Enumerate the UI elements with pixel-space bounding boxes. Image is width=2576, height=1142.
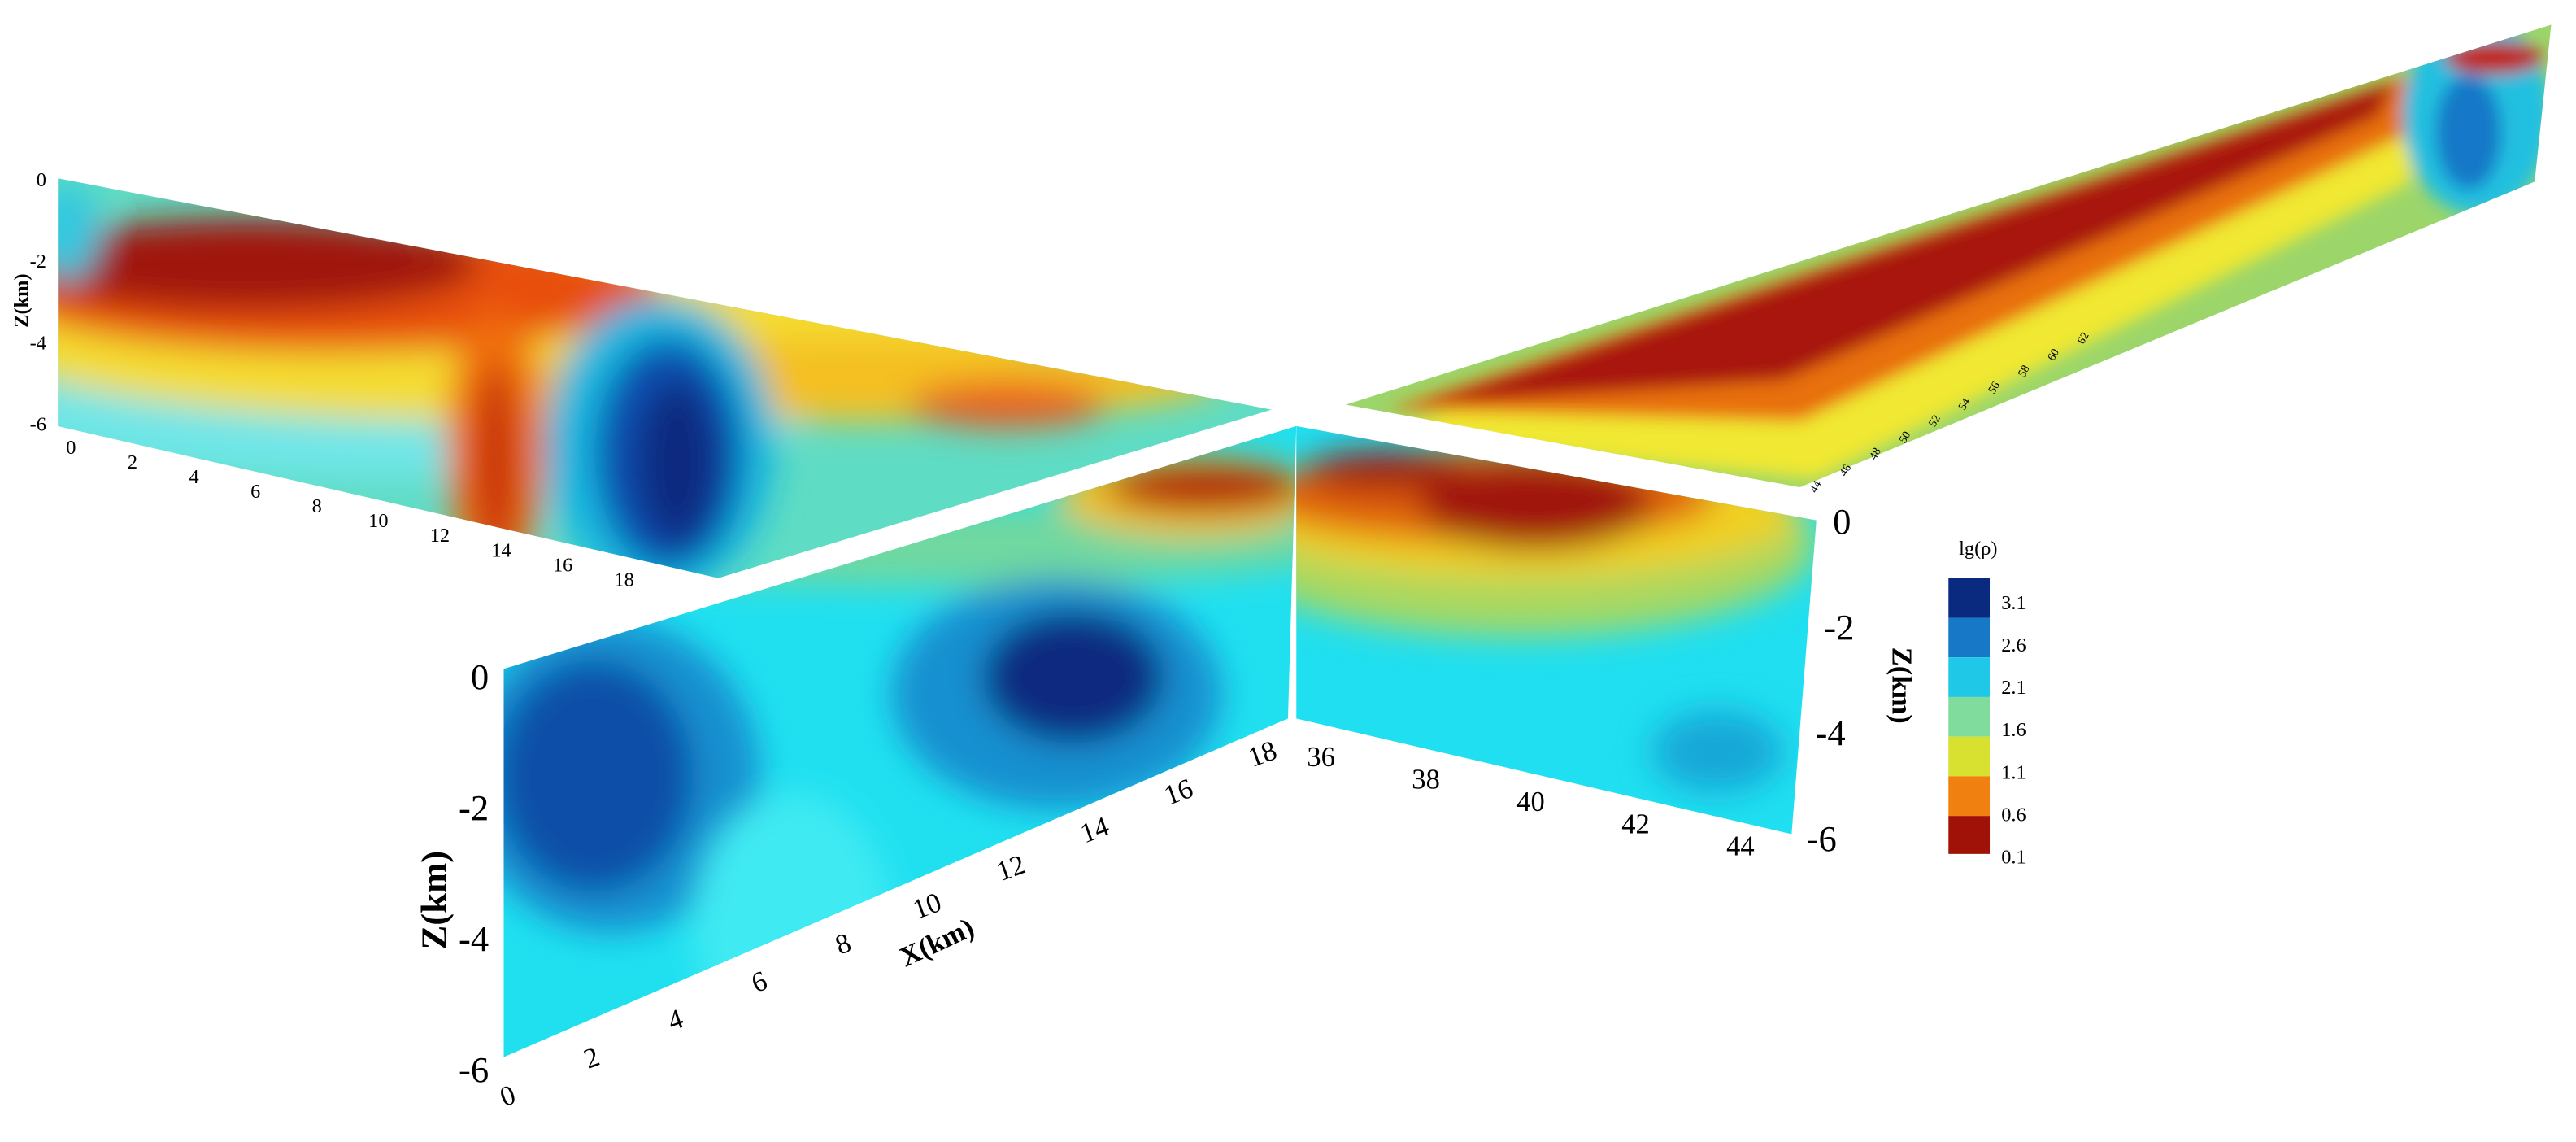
tick-label: 4 [664,1003,687,1037]
tick-label: -6 [1807,818,1837,859]
colorbar-title: lg(ρ) [1959,538,1997,560]
tick-label: 12 [430,525,450,547]
tick-label: 0 [37,169,46,191]
tick-label: 38 [1412,764,1440,795]
tick-label: 12 [992,849,1029,888]
tick-label: 2.6 [2001,634,2026,656]
tick-label: 52 [1926,412,1943,429]
tick-label: 48 [1867,446,1884,462]
axis-label: Z(km) [11,273,33,327]
tick-label: 62 [2075,330,2092,347]
tick-label: 2.1 [2001,677,2026,699]
tick-label: 16 [1160,773,1197,812]
axis-label: X(km) [895,912,979,973]
tick-label: 0 [471,656,489,697]
tick-label: 14 [1077,811,1113,850]
colorbar-swatch [1948,657,1991,697]
tick-label: 16 [553,554,572,576]
tick-label: 54 [1956,396,1973,412]
tick-label: 2 [580,1041,603,1075]
tick-label: 50 [1896,429,1913,446]
colorbar-swatch [1948,736,1991,777]
tick-label: 10 [908,887,945,926]
tick-label: 14 [491,539,511,561]
tick-label: 1.1 [2001,761,2026,783]
tick-label: 0 [66,437,76,459]
colorbar-swatch [1948,816,1991,854]
tick-label: 0.1 [2001,847,2026,869]
tick-label: 36 [1307,742,1335,773]
tick-label: -2 [459,787,489,828]
colorbar: lg(ρ) [1948,538,1997,854]
tick-label: -2 [30,251,46,272]
colorbar-swatch [1948,578,1991,618]
tick-label: 58 [2016,363,2033,379]
tick-label: 10 [368,510,388,532]
tick-label: 44 [1808,479,1825,495]
tick-label: 0.6 [2001,804,2026,826]
tick-label: -6 [30,414,46,436]
tick-label: 44 [1726,831,1755,862]
tick-label: 0 [496,1079,520,1114]
tick-label: 1.6 [2001,719,2026,741]
axis-label: Z(km) [413,851,454,950]
tick-label: 3.1 [2001,592,2026,614]
tick-label: 0 [1833,501,1851,542]
tick-label: 18 [1244,734,1281,774]
tick-label: 6 [747,965,771,1000]
tick-label: -2 [1824,607,1854,647]
section-front-right [1296,425,1817,835]
colorbar-swatch [1948,776,1991,817]
tick-label: 4 [189,466,198,488]
tick-label: -4 [459,918,489,959]
tick-label: -4 [1815,713,1845,753]
tick-label: 42 [1621,809,1650,839]
tick-label: 8 [312,495,322,517]
tick-label: 56 [1986,380,2003,396]
tick-label: 8 [831,927,855,961]
colorbar-swatch [1948,696,1991,737]
colorbar-swatch [1948,617,1991,658]
tick-label: 46 [1837,462,1854,478]
tick-label: 60 [2045,347,2062,363]
axis-label: Z(km) [1886,647,1917,724]
tick-label: 6 [250,481,260,503]
tick-label: -6 [459,1049,489,1090]
section-back-right [1346,24,2552,488]
tick-label: 2 [128,451,137,473]
tick-label: -4 [30,332,46,354]
tick-label: 40 [1516,787,1545,817]
tick-label: 18 [614,569,633,591]
